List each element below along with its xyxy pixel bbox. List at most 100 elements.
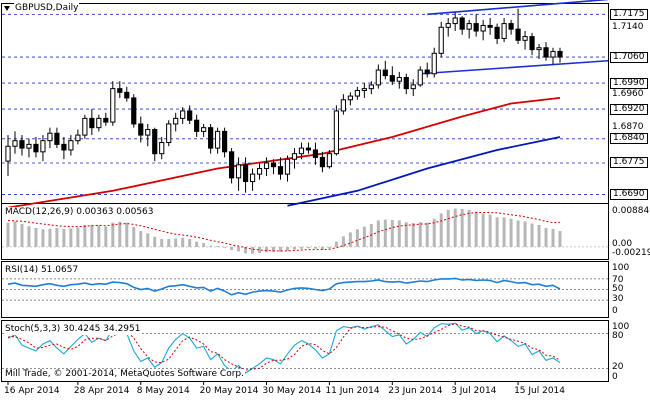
macd-histogram-bar <box>334 241 338 247</box>
macd-histogram-bar <box>558 231 562 247</box>
candle-body <box>173 117 179 125</box>
candle-body <box>40 140 46 153</box>
stoch-ylabel-100: 100 <box>612 322 630 332</box>
macd-histogram-bar <box>474 211 478 247</box>
macd-histogram-bar <box>13 221 17 247</box>
macd-histogram-bar <box>188 239 192 247</box>
chart-menu-icon[interactable] <box>4 6 10 11</box>
candle-body <box>228 151 235 179</box>
rsi-ylabel-100: 100 <box>612 263 630 273</box>
macd-histogram-bar <box>404 222 408 247</box>
stoch-header: Stoch(5,3,3) 30.4245 34.2951 <box>4 324 142 335</box>
candle-body <box>459 17 465 30</box>
macd-histogram-bar <box>69 228 73 247</box>
candle-body <box>222 130 228 153</box>
x-axis-date-label: 20 May 2014 <box>199 386 259 396</box>
rsi-ylabel-70: 70 <box>612 275 624 285</box>
macd-histogram-bar <box>488 214 492 247</box>
macd-histogram-bar <box>223 246 227 248</box>
candle-body <box>480 24 486 32</box>
macd-histogram-bar <box>348 232 352 247</box>
candle-body <box>466 23 472 30</box>
macd-histogram-bar <box>551 228 555 247</box>
macd-histogram-bar <box>306 246 310 249</box>
macd-header: MACD(12,26,9) 0.00363 0.00563 <box>4 207 155 218</box>
macd-histogram-bar <box>432 218 436 247</box>
candle-body <box>550 50 556 58</box>
macd-histogram-bar <box>83 224 87 247</box>
macd-histogram-bar <box>418 222 422 247</box>
macd-histogram-bar <box>544 227 548 247</box>
macd-histogram-bar <box>230 246 234 251</box>
macd-histogram-bar <box>132 227 136 247</box>
candle-body <box>5 145 11 162</box>
macd-histogram-bar <box>104 226 108 247</box>
macd-histogram-bar <box>20 223 24 247</box>
macd-histogram-bar <box>6 222 10 247</box>
candle-body <box>166 123 172 144</box>
macd-histogram-bar <box>502 217 506 247</box>
macd-ylabel-top: 0.00884 <box>612 206 650 216</box>
macd-histogram-bar <box>195 241 199 247</box>
stoch-ylabel-0: 0 <box>612 372 618 382</box>
candle-body <box>543 47 549 58</box>
candle-body <box>508 23 514 30</box>
candle-body <box>75 134 81 142</box>
candle-body <box>284 158 291 175</box>
macd-histogram-bar <box>181 237 185 247</box>
candle-body <box>382 69 388 77</box>
macd-histogram-bar <box>292 246 296 250</box>
macd-histogram-bar <box>481 213 485 247</box>
candle-body <box>235 164 242 179</box>
macd-histogram-bar <box>34 227 38 247</box>
candle-body <box>242 164 249 183</box>
macd-histogram-bar <box>125 222 129 247</box>
candle-body <box>424 69 430 75</box>
candle-body <box>131 97 137 125</box>
candle-body <box>208 127 214 149</box>
macd-histogram-bar <box>55 227 59 247</box>
macd-histogram-bar <box>320 246 324 250</box>
macd-histogram-bar <box>341 236 345 247</box>
candle-body <box>536 47 542 51</box>
candle-body <box>152 129 158 155</box>
macd-histogram-bar <box>411 223 415 247</box>
stoch-ylabel-20: 20 <box>612 362 624 372</box>
macd-histogram-bar <box>111 222 115 247</box>
x-axis-date-label: 16 Apr 2014 <box>4 386 60 396</box>
rsi-line <box>7 277 561 296</box>
macd-histogram-bar <box>237 246 241 252</box>
chart-title: GBPUSD,Daily <box>14 3 80 14</box>
price-level-label: 1.6840 <box>610 133 648 145</box>
candle-body <box>47 132 53 142</box>
candle-body <box>117 88 123 93</box>
macd-ylabel-zero: 0.00 <box>612 239 633 249</box>
candle-body <box>333 110 340 155</box>
rsi-header: RSI(14) 51.0657 <box>4 265 80 276</box>
macd-histogram-bar <box>244 246 248 254</box>
candle-body <box>305 147 312 151</box>
candle-body <box>522 36 528 41</box>
macd-histogram-bar <box>327 246 331 249</box>
rsi-ylabel-30: 30 <box>612 294 624 304</box>
channel-lower-line <box>420 59 609 75</box>
macd-histogram-bar <box>251 246 255 254</box>
price-axis-label: 1.6960 <box>612 88 644 99</box>
macd-histogram-bar <box>146 233 150 247</box>
candle-body <box>389 75 395 82</box>
x-axis-date-label: 15 Jul 2014 <box>514 386 565 396</box>
candle-body <box>89 117 95 129</box>
price-level-label: 1.6920 <box>610 103 648 115</box>
macd-histogram-bar <box>425 222 429 247</box>
candle-body <box>501 23 507 39</box>
candle-body <box>270 162 277 168</box>
macd-histogram-bar <box>62 228 66 247</box>
macd-histogram-bar <box>523 221 527 247</box>
candle-body <box>403 76 409 90</box>
macd-histogram-bar <box>495 217 499 247</box>
macd-histogram-bar <box>516 220 520 247</box>
channel-upper-line <box>427 0 609 16</box>
candle-body <box>417 69 423 86</box>
